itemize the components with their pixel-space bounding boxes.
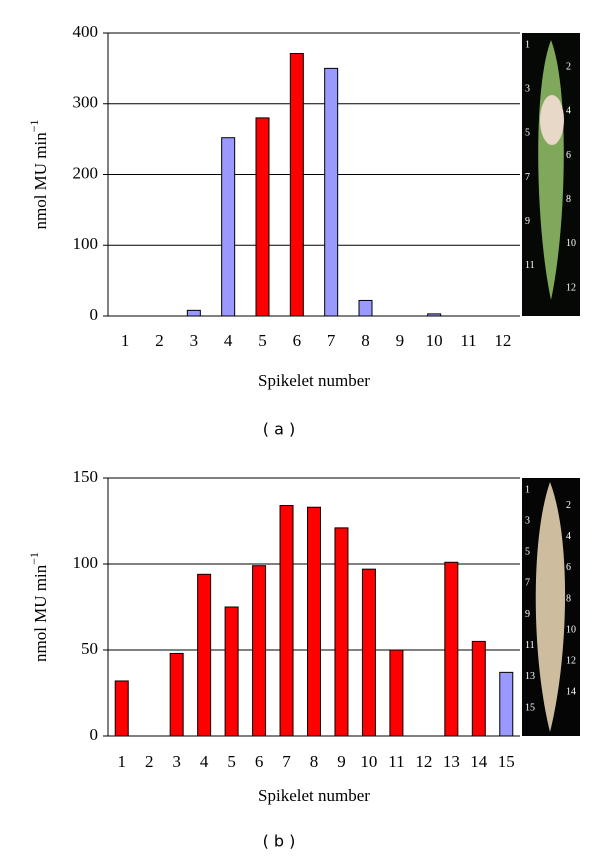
photo-label: 13 bbox=[525, 671, 535, 682]
x-tick-label: 5 bbox=[258, 331, 267, 350]
photo-label: 12 bbox=[566, 282, 576, 293]
x-tick-label: 3 bbox=[172, 752, 181, 771]
caption: ( b ) bbox=[263, 832, 296, 851]
bar bbox=[289, 53, 304, 317]
y-tick-label: 0 bbox=[90, 725, 99, 744]
x-tick-label: 4 bbox=[200, 752, 209, 771]
y-tick-label: 150 bbox=[73, 467, 99, 486]
bar bbox=[334, 527, 349, 737]
x-tick-label: 1 bbox=[117, 752, 126, 771]
photo-label: 1 bbox=[525, 39, 530, 50]
x-tick-label: 3 bbox=[190, 331, 199, 350]
x-tick-label: 7 bbox=[327, 331, 336, 350]
photo-label: 4 bbox=[566, 531, 571, 542]
x-tick-label: 6 bbox=[293, 331, 302, 350]
bar bbox=[471, 640, 486, 737]
photo-label: 2 bbox=[566, 500, 571, 511]
x-tick-label: 9 bbox=[337, 752, 346, 771]
bar bbox=[358, 299, 373, 317]
bar bbox=[279, 505, 294, 737]
y-tick-label: 0 bbox=[90, 305, 99, 324]
x-axis-label: Spikelet number bbox=[258, 786, 370, 805]
photo-label: 8 bbox=[566, 593, 571, 604]
x-tick-label: 10 bbox=[360, 752, 377, 771]
y-axis-label-sup: −1 bbox=[27, 119, 41, 132]
x-tick-label: 7 bbox=[282, 752, 291, 771]
bar bbox=[252, 565, 267, 737]
x-tick-label: 11 bbox=[460, 331, 476, 350]
photo-label: 5 bbox=[525, 128, 530, 139]
photo-label: 3 bbox=[525, 515, 530, 526]
x-tick-label: 8 bbox=[310, 752, 319, 771]
photo-label: 8 bbox=[566, 194, 571, 205]
y-axis-label-sup: −1 bbox=[27, 552, 41, 565]
x-tick-label: 1 bbox=[121, 331, 130, 350]
y-tick-label: 50 bbox=[81, 639, 98, 658]
bar bbox=[114, 680, 129, 737]
y-tick-label: 100 bbox=[73, 234, 99, 253]
photo-label: 11 bbox=[525, 260, 535, 271]
photo-label: 1 bbox=[525, 484, 530, 495]
x-tick-label: 12 bbox=[415, 752, 432, 771]
photo-label: 9 bbox=[525, 216, 530, 227]
bar bbox=[197, 573, 212, 737]
photo-label: 6 bbox=[566, 562, 571, 573]
y-axis-label: nmol MU min−1 bbox=[27, 119, 50, 229]
y-tick-label: 200 bbox=[73, 163, 99, 182]
bar bbox=[361, 568, 376, 737]
bar bbox=[224, 606, 239, 737]
x-tick-label: 11 bbox=[388, 752, 404, 771]
spike-infected bbox=[540, 95, 564, 145]
x-tick-label: 8 bbox=[361, 331, 370, 350]
caption: ( a ) bbox=[263, 420, 295, 439]
photo-label: 12 bbox=[566, 656, 576, 667]
bar bbox=[499, 671, 514, 737]
x-tick-label: 13 bbox=[443, 752, 460, 771]
photo-label: 10 bbox=[566, 624, 576, 635]
x-tick-label: 12 bbox=[494, 331, 511, 350]
x-tick-label: 2 bbox=[155, 331, 164, 350]
spike-shape bbox=[535, 482, 566, 732]
photo-label: 11 bbox=[525, 640, 535, 651]
photo-label: 7 bbox=[525, 172, 530, 183]
bar bbox=[444, 561, 459, 737]
x-tick-label: 14 bbox=[470, 752, 488, 771]
y-tick-label: 400 bbox=[73, 22, 99, 41]
y-axis-label: nmol MU min−1 bbox=[27, 552, 50, 662]
x-axis-label: Spikelet number bbox=[258, 371, 370, 390]
photo-label: 5 bbox=[525, 547, 530, 558]
x-tick-label: 15 bbox=[498, 752, 515, 771]
x-tick-label: 6 bbox=[255, 752, 264, 771]
photo-label: 2 bbox=[566, 61, 571, 72]
photo-label: 4 bbox=[566, 106, 571, 117]
photo-label: 10 bbox=[566, 238, 576, 249]
y-tick-label: 300 bbox=[73, 93, 99, 112]
photo-label: 6 bbox=[566, 150, 571, 161]
x-tick-label: 2 bbox=[145, 752, 154, 771]
x-tick-label: 9 bbox=[396, 331, 405, 350]
y-axis-label-main: nmol MU min bbox=[31, 132, 50, 230]
bar bbox=[255, 117, 270, 317]
photo-label: 9 bbox=[525, 609, 530, 620]
bar bbox=[324, 67, 339, 317]
x-tick-label: 5 bbox=[227, 752, 236, 771]
x-tick-label: 4 bbox=[224, 331, 233, 350]
bar bbox=[307, 506, 321, 737]
photo-label: 7 bbox=[525, 578, 530, 589]
photo-label: 15 bbox=[525, 702, 535, 713]
y-tick-label: 100 bbox=[73, 553, 99, 572]
bar bbox=[389, 649, 404, 737]
photo-label: 14 bbox=[566, 687, 576, 698]
x-tick-label: 10 bbox=[426, 331, 443, 350]
bar bbox=[221, 137, 236, 317]
y-axis-label-main: nmol MU min bbox=[31, 564, 50, 662]
bar bbox=[169, 652, 184, 737]
bar bbox=[186, 309, 201, 317]
photo-label: 3 bbox=[525, 83, 530, 94]
